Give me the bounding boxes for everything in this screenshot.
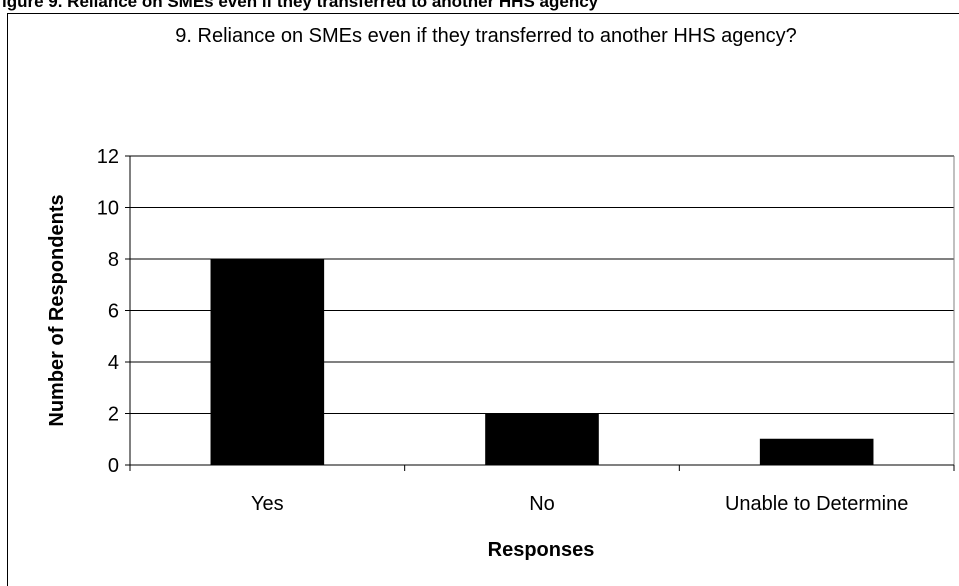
y-tick-label: 2 xyxy=(108,404,119,426)
chart-title: 9. Reliance on SMEs even if they transfe… xyxy=(175,25,797,47)
figure-caption-text: igure 9. Reliance on SMEs even if they t… xyxy=(2,0,599,11)
y-tick-label: 6 xyxy=(108,301,119,323)
x-axis-label: Responses xyxy=(488,539,595,561)
y-tick-label: 10 xyxy=(97,198,119,220)
bar xyxy=(485,413,599,466)
bar xyxy=(210,258,325,466)
figure-caption: igure 9. Reliance on SMEs even if they t… xyxy=(0,0,959,14)
y-tick-label: 4 xyxy=(108,352,119,374)
bar xyxy=(759,438,874,466)
y-tick-label: 0 xyxy=(108,455,119,477)
y-tick-label: 12 xyxy=(97,146,119,168)
y-axis-label: Number of Respondents xyxy=(46,194,68,426)
x-tick-label: No xyxy=(529,493,555,515)
chart-frame xyxy=(7,13,959,586)
y-tick-label: 8 xyxy=(108,249,119,271)
x-tick-label: Yes xyxy=(251,493,284,515)
x-tick-label: Unable to Determine xyxy=(725,493,908,515)
